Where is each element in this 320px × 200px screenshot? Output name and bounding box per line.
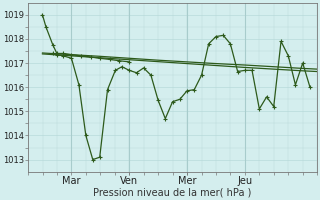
X-axis label: Pression niveau de la mer( hPa ): Pression niveau de la mer( hPa )	[93, 187, 252, 197]
